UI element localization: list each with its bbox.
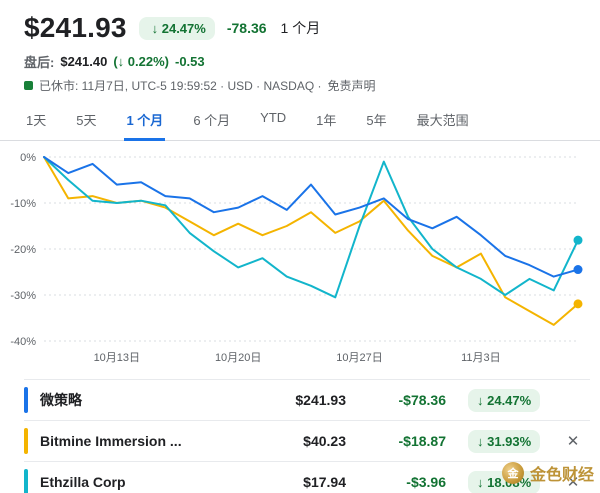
after-hours-label: 盘后: [24, 55, 55, 70]
svg-text:-10%: -10% [10, 198, 36, 210]
price-row: $241.93 ↓ 24.47% -78.36 1 个月 [24, 12, 576, 44]
series-price: $40.23 [303, 433, 346, 449]
svg-text:10月13日: 10月13日 [94, 352, 140, 364]
series-color-bar [24, 428, 28, 454]
series-change: -$18.87 [398, 433, 446, 449]
series-price: $241.93 [295, 392, 346, 408]
tab-max[interactable]: 最大范围 [416, 113, 469, 128]
series-badge-wrap: ↓ 24.47% [468, 388, 556, 412]
change-period-label: 1 个月 [280, 20, 321, 36]
watermark: 金 金色财经 [501, 461, 594, 485]
series-percent-badge: ↓ 24.47% [468, 388, 541, 412]
tab-6m[interactable]: 6 个月 [193, 113, 231, 128]
series-color-bar [24, 469, 28, 493]
series-name: Ethzilla Corp [40, 474, 126, 490]
change-percent-badge: ↓ 24.47% [138, 16, 215, 40]
chart-area[interactable]: 0% -10% -20% -30% -40% 10月13日 10月20日 10月27日 11月3… [0, 141, 600, 379]
quote-header: $241.93 ↓ 24.47% -78.36 1 个月 盘后: $241.40… [0, 0, 600, 94]
after-hours-change-pct: (↓ 0.22%) [113, 54, 169, 69]
comparison-legend: 微策略 $241.93 -$78.36 ↓ 24.47% ✕ Bitmine I… [0, 379, 600, 493]
after-hours-change-abs: -0.53 [174, 54, 205, 69]
tab-1y[interactable]: 1年 [316, 113, 337, 128]
market-closed-icon [24, 81, 33, 90]
svg-text:-30%: -30% [10, 290, 36, 302]
tab-ytd[interactable]: YTD [260, 110, 287, 125]
series-badge-wrap: ↓ 31.93% [468, 429, 556, 453]
series-name: Bitmine Immersion ... [40, 433, 182, 449]
svg-text:0%: 0% [20, 152, 36, 164]
current-price: $241.93 [24, 12, 127, 43]
price-chart-svg: 0% -10% -20% -30% -40% 10月13日 10月20日 10月27日 11月3… [10, 152, 583, 364]
series-percent-badge: ↓ 31.93% [468, 429, 541, 453]
change-absolute: -78.36 [226, 20, 267, 36]
series-price: $17.94 [303, 474, 346, 490]
after-hours-price: $241.40 [60, 54, 108, 69]
jinse-logo-icon: 金 [501, 462, 524, 484]
tab-5d[interactable]: 5天 [76, 113, 97, 128]
remove-series-button[interactable]: ✕ [566, 433, 580, 450]
remove-series-button[interactable]: ✕ [566, 474, 580, 491]
market-status-text: 已休市: 11月7日, UTC-5 19:59:52 · USD · NASDA… [39, 79, 322, 93]
tab-5y[interactable]: 5年 [366, 113, 387, 128]
svg-text:-40%: -40% [10, 336, 36, 348]
legend-row-mstr[interactable]: 微策略 $241.93 -$78.36 ↓ 24.47% ✕ [24, 379, 590, 420]
tab-1d[interactable]: 1天 [26, 113, 47, 128]
time-range-tabs: 1天 5天 1 个月 6 个月 YTD 1年 5年 最大范围 [0, 104, 600, 141]
svg-text:10月27日: 10月27日 [336, 352, 382, 364]
series-color-bar [24, 387, 28, 413]
disclaimer-link[interactable]: 免责声明 [327, 79, 376, 93]
series-name: 微策略 [40, 392, 82, 408]
after-hours-line: 盘后: $241.40 (↓ 0.22%) -0.53 [24, 52, 576, 71]
tab-1m[interactable]: 1 个月 [124, 104, 166, 141]
legend-row-bitmine[interactable]: Bitmine Immersion ... $40.23 -$18.87 ↓ 3… [24, 420, 590, 461]
svg-text:-20%: -20% [10, 244, 36, 256]
series-change: -$3.96 [406, 474, 446, 490]
watermark-text: 金色财经 [529, 467, 594, 484]
series-change: -$78.36 [398, 392, 446, 408]
svg-text:10月20日: 10月20日 [215, 352, 261, 364]
svg-text:11月3日: 11月3日 [461, 352, 501, 364]
market-status-line: 已休市: 11月7日, UTC-5 19:59:52 · USD · NASDA… [24, 77, 576, 94]
